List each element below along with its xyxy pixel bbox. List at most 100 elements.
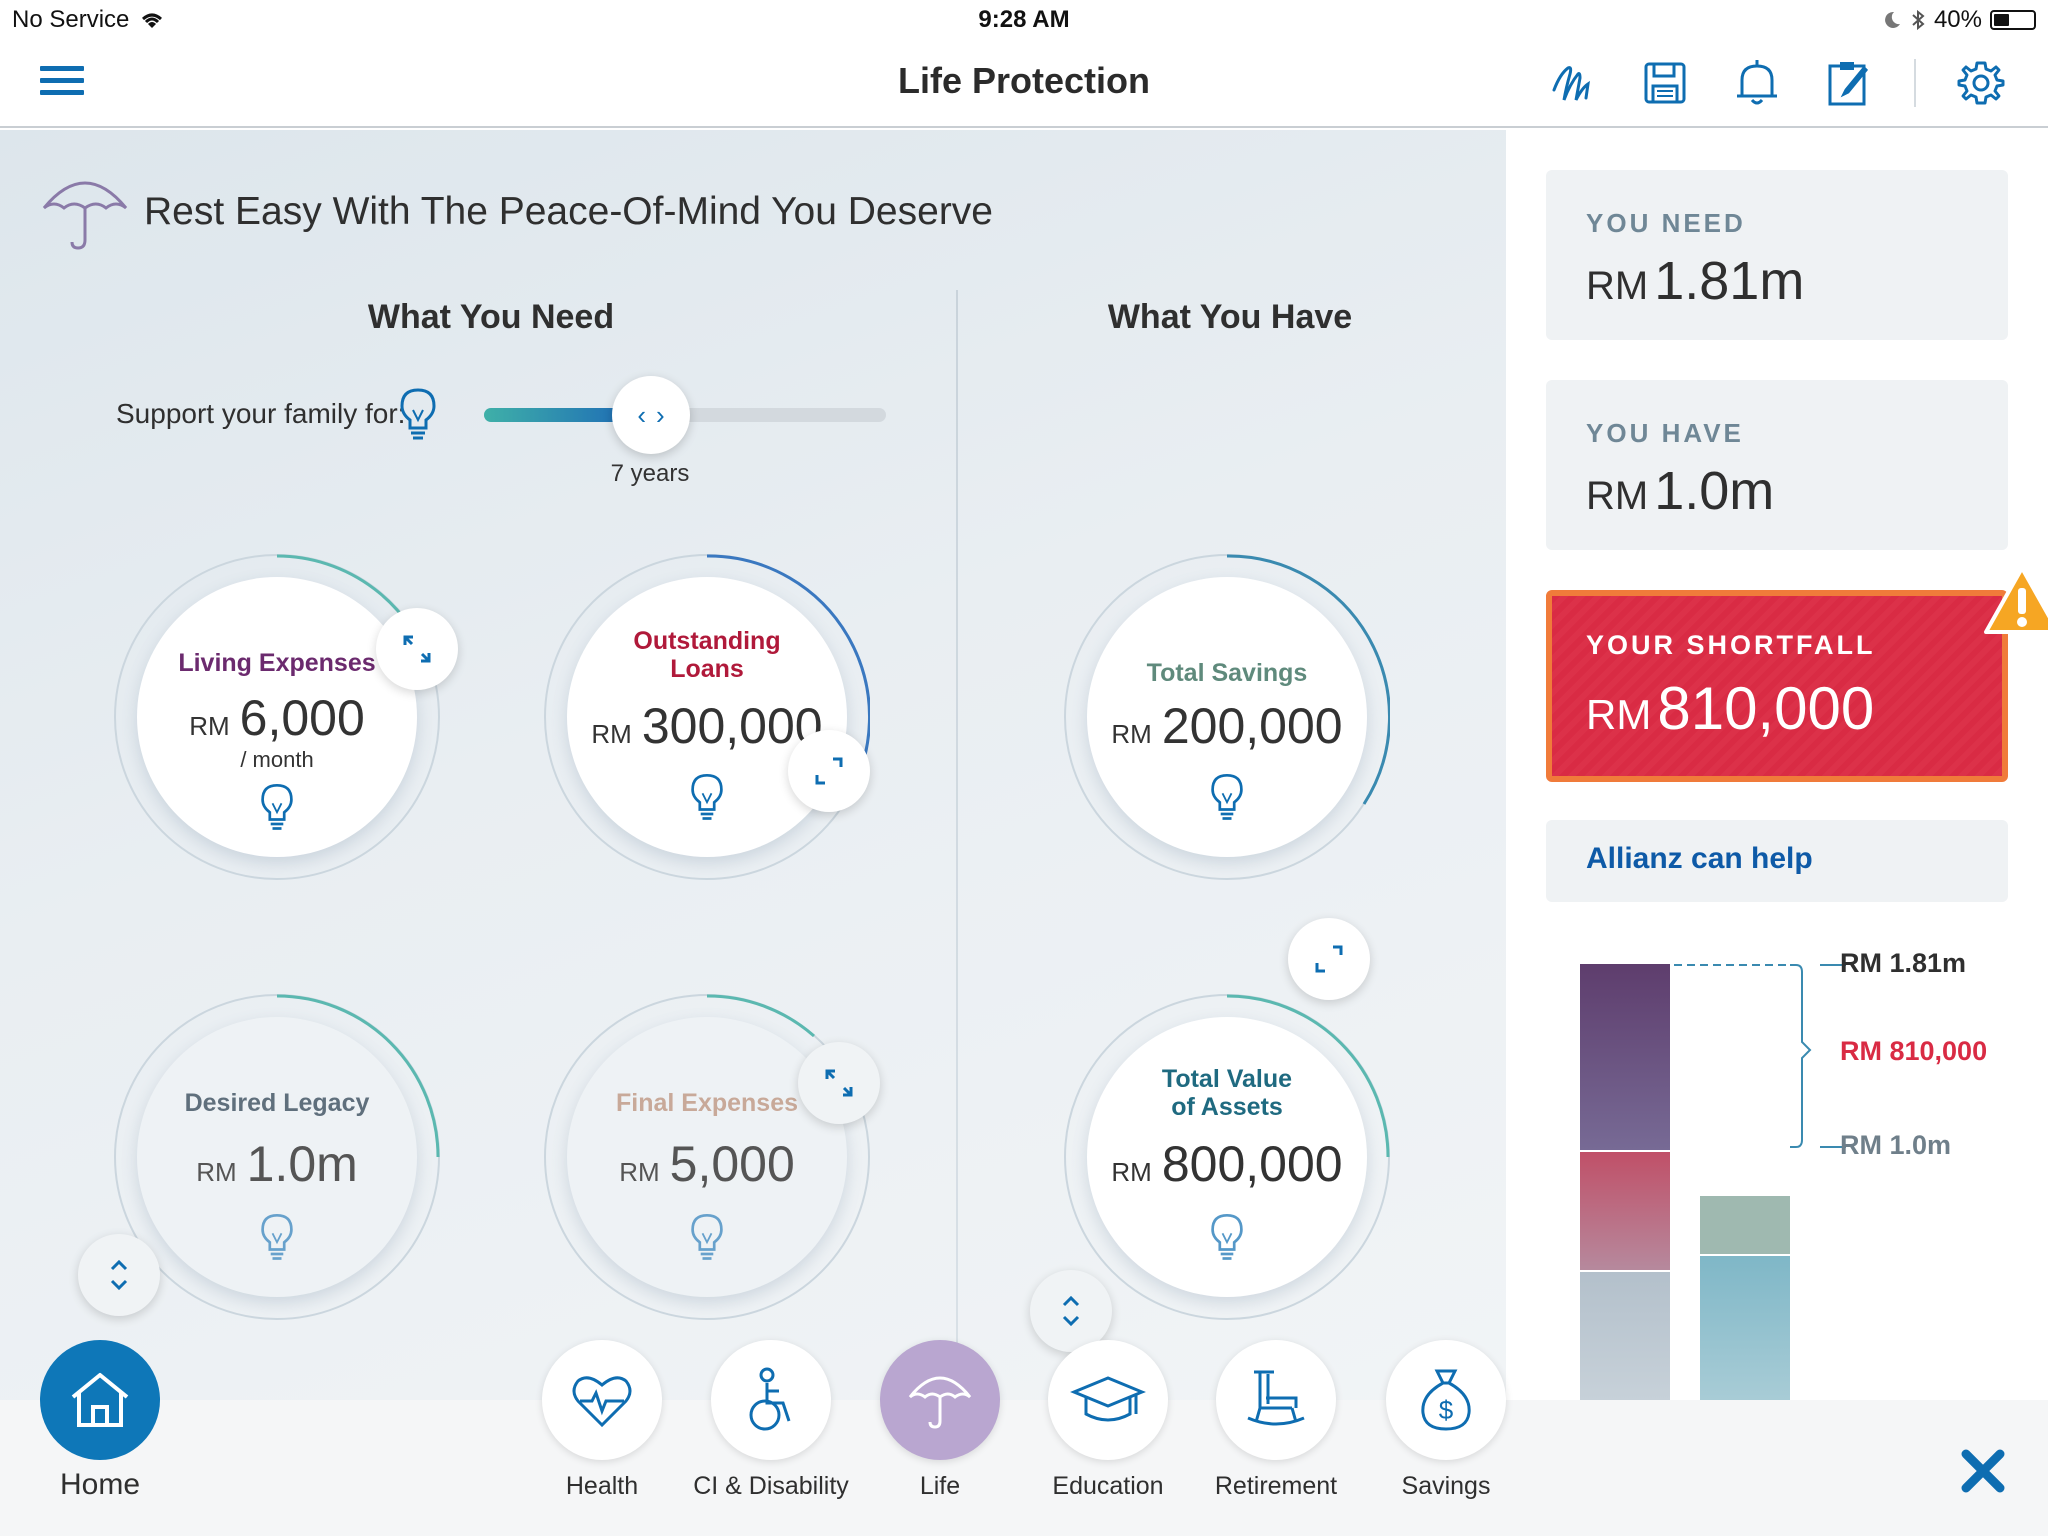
carrier-text: No Service — [12, 6, 130, 33]
loans-bubble[interactable]: Outstanding Loans RM 300,000 — [567, 577, 847, 857]
legacy-label: Desired Legacy — [184, 1089, 370, 1117]
heading-text: Rest Easy With The Peace-Of-Mind You Des… — [144, 190, 993, 233]
home-label: Home — [59, 1468, 141, 1501]
nav-separator — [1914, 59, 1916, 107]
home-button[interactable] — [40, 1340, 160, 1460]
expand-icon[interactable] — [376, 608, 458, 690]
bar-separator — [1700, 1254, 1790, 1256]
lightbulb-icon[interactable] — [398, 386, 438, 445]
lightbulb-icon[interactable] — [1209, 771, 1245, 826]
nav-bar: Life Protection — [0, 40, 2048, 128]
savings-label: Total Savings — [1146, 659, 1308, 687]
chart-label-shortfall: RM 810,000 — [1840, 1036, 1988, 1066]
savings-arc — [1226, 554, 1390, 805]
tab-ci-disability-label: CI & Disability — [693, 1472, 849, 1500]
close-icon[interactable] — [1958, 1446, 2008, 1496]
living-expenses-unit: / month — [240, 747, 314, 772]
expand-icon[interactable] — [1288, 918, 1370, 1000]
chart-label-need: RM 1.81m — [1840, 948, 1967, 978]
page-title: Life Protection — [897, 60, 1151, 101]
tab-health[interactable] — [542, 1340, 662, 1460]
section-heading: Rest Easy With The Peace-Of-Mind You Des… — [40, 172, 993, 252]
final-expenses-value: RM 5,000 — [619, 1136, 795, 1192]
umbrella-icon — [908, 1376, 972, 1429]
collapse-toggle-icon[interactable] — [1030, 1270, 1112, 1352]
you-need-card: YOU NEED RM 1.81m — [1546, 170, 2008, 340]
assets-value: RM 800,000 — [1111, 1136, 1343, 1192]
need-bar-loans-segment — [1580, 1152, 1670, 1270]
rocking-chair-icon — [1247, 1370, 1305, 1426]
legacy-bubble[interactable]: Desired Legacy RM 1.0m — [137, 1017, 417, 1297]
tab-education[interactable] — [1048, 1340, 1168, 1460]
lightbulb-icon[interactable] — [689, 771, 725, 826]
home-icon — [71, 1373, 129, 1427]
money-bag-icon: $ — [1421, 1369, 1471, 1431]
assets-label: Total Value of Assets — [1161, 1065, 1293, 1121]
tab-life-label: Life — [919, 1472, 961, 1500]
signature-icon[interactable] — [1546, 56, 1600, 110]
final-expenses-bubble[interactable]: Final Expenses RM 5,000 — [567, 1017, 847, 1297]
tab-ci-disability[interactable] — [711, 1340, 831, 1460]
chevron-right-icon: › — [656, 399, 665, 430]
loans-value: RM 300,000 — [591, 698, 823, 754]
shortfall-caption: YOUR SHORTFALL — [1586, 630, 1876, 660]
assets-arc — [1226, 994, 1390, 1158]
chevron-left-icon: ‹ — [637, 399, 646, 430]
savings-bubble[interactable]: Total Savings RM 200,000 — [1087, 577, 1367, 857]
lightbulb-icon[interactable] — [259, 1211, 295, 1266]
umbrella-icon — [42, 181, 128, 250]
tab-education-label: Education — [1052, 1472, 1164, 1500]
tab-savings[interactable]: $ — [1386, 1340, 1506, 1460]
column-divider — [956, 290, 958, 1390]
lightbulb-icon[interactable] — [689, 1211, 725, 1266]
living-expenses-value: RM 6,000 — [189, 690, 365, 746]
final-expenses-arc — [706, 994, 815, 1038]
tab-health-label: Health — [565, 1472, 639, 1500]
bluetooth-icon — [1912, 9, 1925, 31]
svg-text:$: $ — [1439, 1395, 1454, 1425]
savings-value: RM 200,000 — [1111, 698, 1343, 754]
have-bar-assets-segment — [1700, 1256, 1790, 1400]
bar-separator — [1580, 1150, 1670, 1152]
graduation-cap-icon — [1070, 1376, 1146, 1422]
wheelchair-icon — [749, 1367, 791, 1431]
bar-separator — [1580, 1270, 1670, 1272]
allianz-can-help-button[interactable]: Allianz can help — [1546, 820, 2008, 902]
tab-retirement-label: Retirement — [1214, 1472, 1338, 1500]
expand-icon[interactable] — [798, 1042, 880, 1124]
years-slider[interactable]: ‹ › — [484, 376, 886, 454]
moon-icon — [1885, 11, 1900, 28]
have-bar-savings-segment — [1700, 1196, 1790, 1254]
living-expenses-bubble[interactable]: Living Expenses RM 6,000 / month — [137, 577, 417, 857]
bottom-tab-bar — [0, 1400, 2048, 1536]
notes-icon[interactable] — [1822, 56, 1876, 110]
support-label: Support your family for: — [116, 398, 406, 429]
lightbulb-icon[interactable] — [1209, 1211, 1245, 1266]
menu-icon[interactable] — [40, 66, 84, 100]
bell-icon[interactable] — [1730, 56, 1784, 110]
final-expenses-label: Final Expenses — [615, 1089, 799, 1117]
slider-handle[interactable]: ‹ › — [612, 376, 690, 454]
save-icon[interactable] — [1638, 56, 1692, 110]
loans-label: Outstanding Loans — [633, 627, 781, 683]
tab-retirement[interactable] — [1216, 1340, 1336, 1460]
assets-bubble[interactable]: Total Value of Assets RM 800,000 — [1087, 1017, 1367, 1297]
tab-savings-label: Savings — [1401, 1472, 1491, 1500]
shortfall-card: YOUR SHORTFALL RM 810,000 — [1546, 566, 2048, 782]
expand-icon[interactable] — [788, 730, 870, 812]
slider-value: 7 years — [610, 460, 690, 487]
slider-fill — [484, 408, 650, 422]
lightbulb-icon[interactable] — [259, 781, 295, 836]
battery-icon — [1990, 10, 2036, 30]
gear-icon[interactable] — [1954, 56, 2008, 110]
chart-label-have: RM 1.0m — [1840, 1130, 1952, 1160]
summary-panel: YOU NEED RM 1.81m YOU HAVE RM 1.0m YOUR SH… — [1506, 130, 2048, 1400]
heart-pulse-icon — [572, 1376, 632, 1428]
you-need-value: RM 1.81m — [1586, 251, 1805, 311]
living-expenses-ring — [114, 554, 440, 880]
need-bar-legacy-segment — [1580, 1272, 1670, 1400]
collapse-toggle-icon[interactable] — [78, 1234, 160, 1316]
you-have-card: YOU HAVE RM 1.0m — [1546, 380, 2008, 550]
you-have-caption: YOU HAVE — [1586, 418, 1744, 448]
tab-life[interactable] — [880, 1340, 1000, 1460]
